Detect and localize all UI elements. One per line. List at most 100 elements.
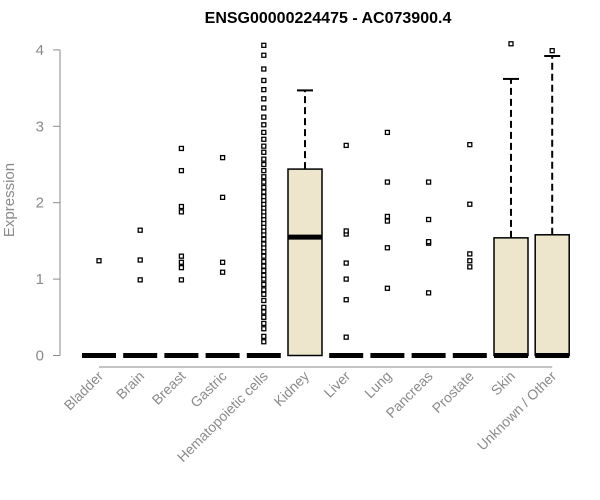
outlier-point	[261, 174, 267, 180]
outlier-point	[467, 201, 473, 207]
outlier-point	[261, 281, 267, 288]
y-axis: 0 1 2 3 4	[36, 42, 61, 365]
outlier-point	[261, 236, 267, 243]
outlier-point	[261, 314, 267, 320]
x-tick-label: Prostate	[429, 368, 477, 416]
outlier-point	[261, 77, 267, 84]
x-tick-label: Breast	[149, 368, 189, 408]
outlier-point	[261, 333, 267, 340]
outlier-point	[425, 179, 432, 185]
outlier-point	[343, 297, 349, 303]
outlier-point	[508, 41, 514, 47]
outlier-point	[467, 141, 473, 148]
outlier-point	[549, 48, 555, 54]
box-rect	[287, 168, 323, 357]
outlier-point	[467, 258, 473, 264]
outlier-point	[261, 189, 267, 195]
x-tick-label: Kidney	[271, 368, 313, 410]
outlier-point	[343, 260, 349, 266]
outlier-point	[425, 216, 432, 223]
outlier-point	[384, 245, 391, 251]
outlier-point	[261, 114, 267, 120]
outlier-point	[261, 304, 267, 311]
y-tick-label: 4	[36, 42, 44, 59]
y-axis-label: Expression	[1, 163, 18, 237]
outlier-point	[178, 203, 185, 210]
outlier-point	[261, 339, 267, 345]
outlier-point	[261, 156, 267, 162]
outlier-point	[219, 269, 226, 275]
outlier-point	[261, 96, 267, 102]
outlier-point	[384, 179, 391, 185]
outlier-point	[261, 193, 267, 200]
outlier-point	[178, 167, 185, 174]
outlier-point	[261, 149, 267, 155]
outlier-point	[261, 161, 267, 168]
outlier-point	[261, 326, 267, 332]
outlier-point	[261, 287, 267, 293]
outlier-point	[261, 105, 267, 111]
x-tick-label: Lung	[361, 368, 394, 401]
outlier-point	[261, 129, 267, 136]
outlier-point	[178, 145, 185, 152]
outlier-point	[384, 129, 391, 136]
outlier-point	[178, 264, 185, 271]
outlier-point	[467, 264, 473, 270]
outlier-point	[261, 309, 267, 315]
outlier-point	[384, 285, 391, 291]
box-rect	[493, 237, 529, 357]
outlier-point	[261, 66, 267, 72]
outlier-point	[261, 291, 267, 298]
outlier-point	[343, 334, 349, 340]
outlier-point	[261, 297, 267, 304]
outlier-point	[261, 42, 267, 48]
y-tick-label: 2	[36, 195, 44, 212]
outlier-point	[343, 142, 349, 149]
outlier-point	[261, 179, 267, 185]
y-tick-label: 0	[36, 348, 44, 365]
outlier-point	[384, 213, 391, 220]
y-tick-label: 1	[36, 271, 44, 288]
outlier-point	[261, 122, 267, 128]
outlier-point	[343, 228, 349, 234]
outlier-point	[261, 268, 267, 274]
outlier-point	[137, 257, 143, 263]
outlier-point	[261, 320, 267, 327]
outlier-point	[425, 290, 432, 296]
outlier-point	[384, 218, 391, 224]
outlier-point	[261, 86, 267, 93]
x-tick-label: Bladder	[61, 368, 107, 414]
outlier-point	[467, 251, 473, 257]
outlier-point	[178, 253, 185, 259]
outlier-point	[261, 143, 267, 149]
outlier-point	[343, 276, 349, 282]
outlier-point	[219, 259, 226, 265]
outlier-point	[261, 253, 267, 259]
outlier-point	[219, 154, 226, 161]
x-tick-label: Skin	[488, 368, 519, 399]
outlier-point	[261, 241, 267, 247]
outlier-point	[261, 136, 267, 142]
box-group	[534, 55, 570, 358]
box-rect	[534, 234, 570, 357]
outlier-point	[261, 258, 267, 265]
outlier-point	[96, 258, 102, 264]
box-group	[287, 89, 323, 357]
outliers-layer	[96, 41, 555, 345]
outlier-point	[425, 239, 432, 245]
y-tick-label: 3	[36, 118, 44, 135]
outlier-point	[219, 194, 226, 201]
outlier-point	[178, 259, 185, 265]
outlier-point	[261, 272, 267, 278]
outlier-point	[137, 277, 143, 283]
box-group	[493, 77, 529, 358]
outlier-point	[178, 277, 185, 283]
outlier-point	[261, 184, 267, 191]
boxes-layer	[82, 55, 570, 358]
outlier-point	[261, 263, 267, 269]
outlier-point	[261, 52, 267, 58]
outlier-point	[137, 227, 143, 233]
outlier-point	[178, 209, 185, 215]
